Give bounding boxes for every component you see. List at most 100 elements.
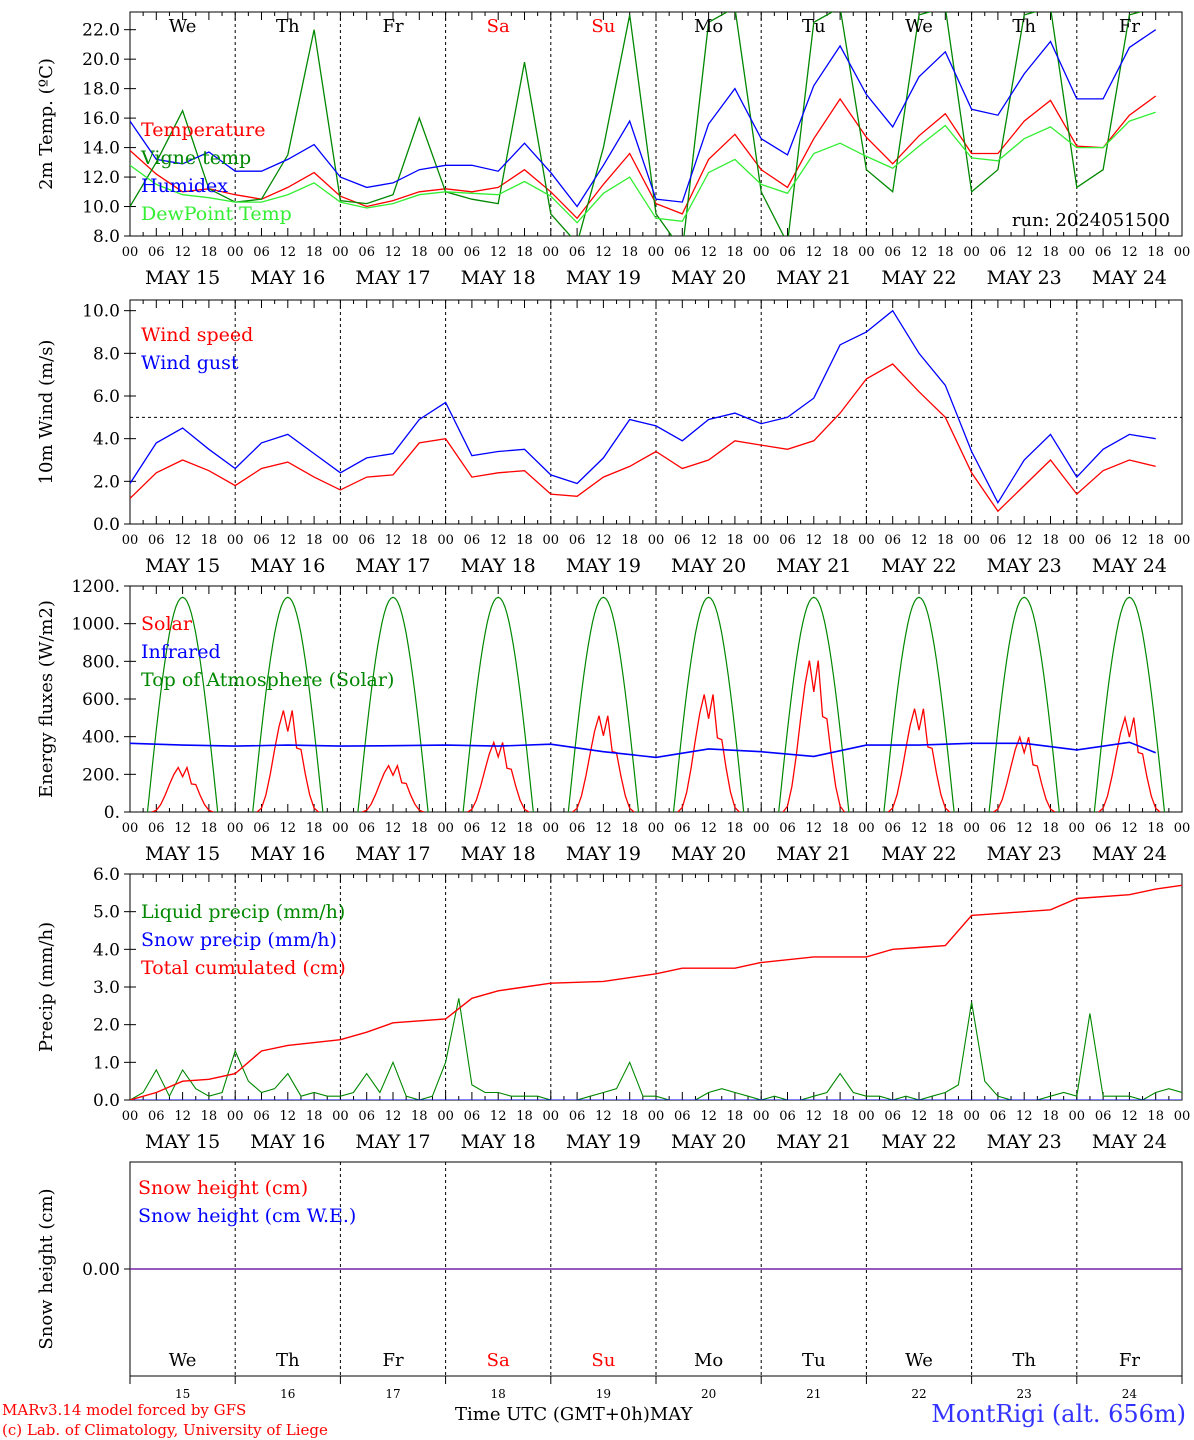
day-number: 16 <box>280 1387 295 1401</box>
legend-entry: Liquid precip (mm/h) <box>141 901 345 923</box>
date-label: MAY 22 <box>881 267 956 289</box>
legend-entry: Top of Atmosphere (Solar) <box>141 669 394 691</box>
hour-tick-label: 06 <box>464 821 481 836</box>
hour-tick-label: 18 <box>832 533 849 548</box>
hour-tick-label: 18 <box>1147 821 1164 836</box>
hour-tick-label: 00 <box>332 533 349 548</box>
day-name: Fr <box>1119 1350 1140 1371</box>
series-solar <box>677 694 740 812</box>
hour-tick-label: 06 <box>990 821 1007 836</box>
day-name: Su <box>591 1350 615 1371</box>
date-label: MAY 18 <box>461 267 536 289</box>
series-total-cumulated <box>130 884 1182 1100</box>
date-label: MAY 20 <box>671 555 746 577</box>
hour-tick-label: 18 <box>1042 821 1059 836</box>
hour-tick-label: 00 <box>437 533 454 548</box>
y-tick-label: 22.0 <box>82 21 120 41</box>
series-top-of-atmosphere <box>1093 596 1166 812</box>
hour-tick-label: 06 <box>253 533 270 548</box>
hour-tick-label: 00 <box>753 533 770 548</box>
hour-tick-label: 18 <box>1042 1109 1059 1124</box>
day-name: Fr <box>1119 16 1140 37</box>
date-label: MAY 19 <box>566 1131 641 1153</box>
day-name: We <box>905 16 933 37</box>
y-axis-label: Energy fluxes (W/m2) <box>36 600 57 798</box>
panel-3: 1200. 1000. 800. 600. 400. 200. 0. Energy fluxe… <box>36 577 1190 865</box>
hour-tick-label: 12 <box>911 821 928 836</box>
hour-tick-label: 00 <box>227 533 244 548</box>
hour-tick-label: 06 <box>569 245 586 260</box>
legend-entry: Temperature <box>141 119 265 141</box>
y-tick-label: 0.0 <box>93 515 120 535</box>
hour-tick-label: 18 <box>621 821 638 836</box>
date-label: MAY 21 <box>776 843 851 865</box>
hour-tick-label: 12 <box>385 1109 402 1124</box>
date-label: MAY 24 <box>1092 843 1167 865</box>
hour-tick-label: 18 <box>411 533 428 548</box>
date-label: MAY 16 <box>250 843 325 865</box>
series-vigne-temp <box>130 12 1143 236</box>
date-label: MAY 20 <box>671 843 746 865</box>
hour-tick-label: 12 <box>490 1109 507 1124</box>
hour-tick-label: 06 <box>990 245 1007 260</box>
day-name: Tu <box>802 1350 826 1371</box>
series-top-of-atmosphere <box>778 596 850 812</box>
date-label: MAY 15 <box>145 555 220 577</box>
plot-area <box>130 884 1182 1100</box>
date-label: MAY 20 <box>671 267 746 289</box>
hour-tick-label: 00 <box>963 245 980 260</box>
date-label: MAY 17 <box>355 555 430 577</box>
hour-tick-label: 00 <box>543 245 560 260</box>
hour-tick-label: 18 <box>621 1109 638 1124</box>
time-axis-label: Time UTC (GMT+0h)MAY <box>455 1404 692 1425</box>
hour-tick-label: 18 <box>1042 533 1059 548</box>
y-tick-label: 200. <box>82 765 120 785</box>
y-tick-label: 4.0 <box>93 430 120 450</box>
hour-tick-label: 18 <box>727 533 744 548</box>
series-solar <box>467 740 530 812</box>
date-label: MAY 17 <box>355 267 430 289</box>
date-label: MAY 19 <box>566 843 641 865</box>
hour-tick-label: 12 <box>595 533 612 548</box>
date-label: MAY 18 <box>461 1131 536 1153</box>
hour-tick-label: 18 <box>411 821 428 836</box>
series-solar <box>362 763 424 812</box>
hour-tick-label: 12 <box>1121 245 1138 260</box>
y-axis-label: 2m Temp. (ºC) <box>36 58 57 190</box>
series-top-of-atmosphere <box>988 596 1060 812</box>
hour-tick-label: 12 <box>806 1109 823 1124</box>
hour-tick-label: 00 <box>332 245 349 260</box>
hour-tick-label: 06 <box>884 245 901 260</box>
hour-tick-label: 00 <box>1174 821 1191 836</box>
y-tick-label: 18.0 <box>82 80 120 100</box>
hour-tick-label: 06 <box>358 533 375 548</box>
hour-tick-label: 06 <box>1095 821 1112 836</box>
date-label: MAY 19 <box>566 267 641 289</box>
hour-tick-label: 12 <box>1121 821 1138 836</box>
y-axis-label: 10m Wind (m/s) <box>36 340 57 485</box>
series-top-of-atmosphere <box>672 596 745 812</box>
hour-tick-label: 00 <box>963 1109 980 1124</box>
date-label: MAY 15 <box>145 843 220 865</box>
hour-tick-label: 18 <box>201 1109 218 1124</box>
hour-tick-label: 00 <box>648 1109 665 1124</box>
hour-tick-label: 00 <box>332 821 349 836</box>
series-top-of-atmosphere <box>567 596 640 812</box>
day-number: 22 <box>911 1387 926 1401</box>
hour-tick-label: 00 <box>1069 821 1086 836</box>
hour-tick-label: 06 <box>1095 533 1112 548</box>
y-tick-label: 8.0 <box>93 227 120 247</box>
hour-tick-label: 18 <box>516 245 533 260</box>
hour-tick-label: 12 <box>174 1109 191 1124</box>
hour-tick-label: 00 <box>648 245 665 260</box>
legend-entry: Solar <box>141 613 193 635</box>
legend-entry: Total cumulated (cm) <box>141 957 346 979</box>
date-label: MAY 21 <box>776 555 851 577</box>
series-liquid-precip <box>130 998 1182 1100</box>
credit-line-1: MARv3.14 model forced by GFS <box>2 1401 247 1419</box>
legend-entry: Wind gust <box>141 352 239 374</box>
hour-tick-label: 12 <box>700 1109 717 1124</box>
hour-tick-label: 12 <box>700 533 717 548</box>
hour-tick-label: 12 <box>595 245 612 260</box>
hour-tick-label: 06 <box>674 821 691 836</box>
